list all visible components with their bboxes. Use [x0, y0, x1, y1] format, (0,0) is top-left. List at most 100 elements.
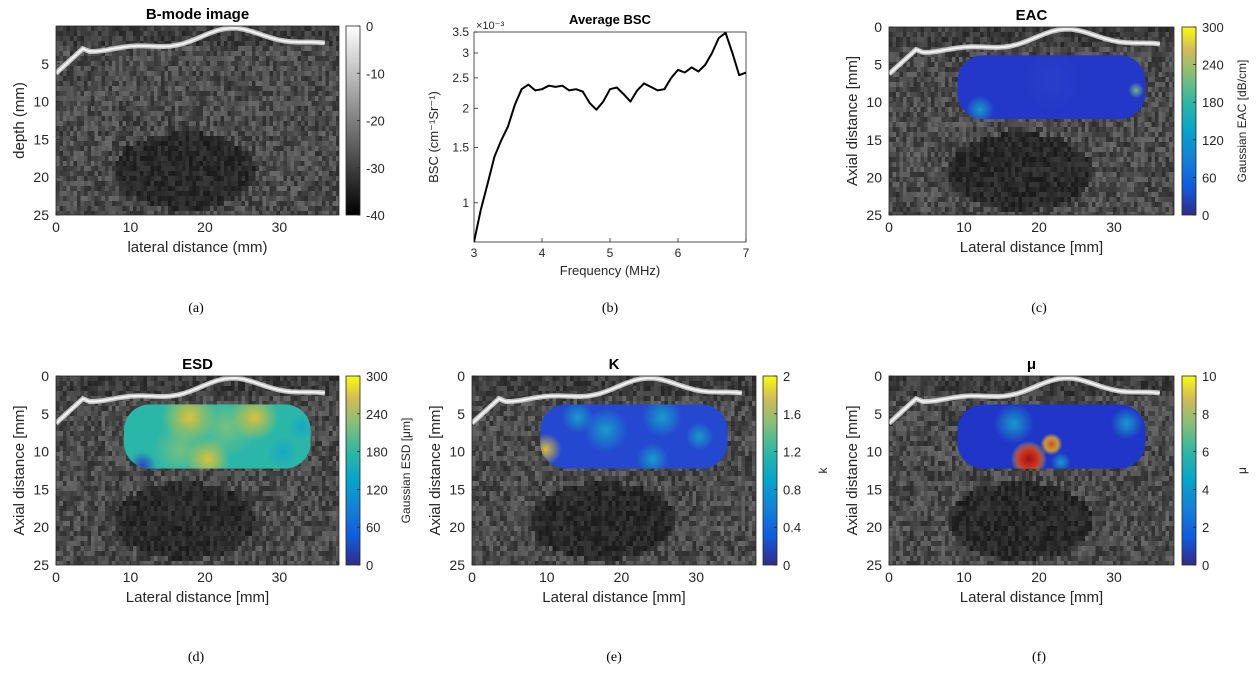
y-tick-label: 5: [874, 57, 882, 73]
colorbar-tick-label: 1.2: [783, 445, 801, 460]
y-tick-label: 25: [866, 557, 882, 573]
bsc-x-tick-label: 3: [471, 246, 478, 260]
panel-title: μ: [1027, 356, 1036, 373]
y-tick-label: 20: [866, 169, 882, 185]
x-tick-label: 20: [197, 569, 213, 585]
colorbar-tick-label: 10: [1202, 369, 1216, 384]
x-tick-label: 0: [885, 219, 893, 235]
colorbar-tick-label: 2: [1202, 520, 1209, 535]
colorbar-tick-label: 180: [1202, 95, 1224, 110]
colorbar-gradient: [346, 376, 360, 565]
panel-caption: (e): [606, 650, 622, 665]
ultrasound-image: [56, 26, 340, 216]
x-tick-label: 20: [197, 219, 213, 235]
bsc-y-tick-label: 3: [462, 46, 469, 60]
y-tick-label: 0: [874, 19, 882, 35]
y-tick-label: 5: [457, 406, 465, 422]
x-axis-label: Lateral distance [mm]: [126, 589, 269, 606]
y-tick-label: 0: [874, 368, 882, 384]
colorbar: 21.61.20.80.40k: [763, 369, 830, 573]
ultrasound-image: [889, 376, 1176, 566]
y-tick-label: 10: [866, 444, 882, 460]
bsc-y-multiplier: ×10⁻³: [476, 20, 504, 32]
y-tick-label: 5: [874, 406, 882, 422]
y-axis-label: Axial distance [mm]: [844, 56, 861, 186]
colorbar-tick-label: 4: [1202, 482, 1209, 497]
x-tick-label: 10: [956, 569, 972, 585]
y-tick-label: 5: [41, 406, 49, 422]
y-tick-label: 0: [457, 368, 465, 384]
x-tick-label: 30: [272, 219, 288, 235]
bsc-caption: (b): [602, 301, 619, 316]
y-tick-label: 0: [41, 368, 49, 384]
x-tick-label: 30: [1106, 569, 1122, 585]
panel-title: B-mode image: [146, 6, 249, 23]
panel-title: EAC: [1016, 7, 1048, 24]
x-axis-label: Lateral distance [mm]: [960, 239, 1103, 256]
x-axis-label: lateral distance (mm): [127, 239, 267, 256]
panel-caption: (a): [188, 301, 204, 316]
colorbar-tick-label: 60: [1202, 170, 1216, 185]
x-tick-label: 30: [272, 569, 288, 585]
x-tick-label: 10: [123, 219, 139, 235]
y-tick-label: 10: [33, 94, 49, 110]
y-tick-label: 5: [41, 56, 49, 72]
colorbar-tick-label: 180: [366, 445, 388, 460]
colorbar-tick-label: 0: [1202, 208, 1209, 223]
bsc-x-tick-label: 7: [743, 246, 750, 260]
colorbar-label: μ: [1235, 467, 1249, 474]
bsc-x-axis-label: Frequency (MHz): [560, 263, 660, 278]
x-tick-label: 0: [468, 569, 476, 585]
colorbar-tick-label: 8: [1202, 407, 1209, 422]
ultrasound-image: [472, 376, 759, 566]
colorbar-tick-label: 120: [366, 482, 388, 497]
ultrasound-image: [56, 376, 340, 566]
y-axis-label: Axial distance [mm]: [11, 405, 28, 535]
x-tick-label: 10: [956, 219, 972, 235]
parametric-overlay: [957, 51, 1145, 124]
bsc-title: Average BSC: [569, 12, 651, 27]
y-tick-label: 20: [33, 169, 49, 185]
panel-caption: (f): [1032, 650, 1046, 665]
y-tick-label: 20: [33, 519, 49, 535]
y-axis-label: Axial distance [mm]: [844, 405, 861, 535]
x-tick-label: 0: [885, 569, 893, 585]
colorbar-label: Gaussian ESD [μm]: [399, 418, 413, 524]
colorbar-tick-label: -20: [366, 114, 385, 129]
colorbar-tick-label: 120: [1202, 133, 1224, 148]
speckle: [56, 26, 340, 216]
colorbar-tick-label: 6: [1202, 445, 1209, 460]
x-tick-label: 0: [52, 569, 60, 585]
colorbar-tick-label: -30: [366, 161, 385, 176]
colorbar-tick-label: -10: [366, 66, 385, 81]
y-tick-label: 25: [33, 557, 49, 573]
colorbar-tick-label: 300: [1202, 20, 1224, 35]
colorbar-tick-label: 0: [783, 558, 790, 573]
colorbar-tick-label: 1.6: [783, 407, 801, 422]
y-tick-label: 25: [33, 207, 49, 223]
colorbar-tick-label: 300: [366, 369, 388, 384]
colorbar-label: k: [816, 467, 830, 474]
x-tick-label: 0: [52, 219, 60, 235]
y-tick-label: 15: [33, 481, 49, 497]
colorbar-tick-label: 60: [366, 520, 380, 535]
colorbar-tick-label: 2: [783, 369, 790, 384]
y-tick-label: 15: [866, 481, 882, 497]
y-tick-label: 10: [866, 94, 882, 110]
x-axis-label: Lateral distance [mm]: [960, 589, 1103, 606]
colorbar-gradient: [1182, 27, 1196, 215]
y-tick-label: 25: [866, 207, 882, 223]
x-axis-label: Lateral distance [mm]: [542, 589, 685, 606]
colorbar-tick-label: -40: [366, 208, 385, 223]
colorbar-tick-label: 0: [366, 558, 373, 573]
y-tick-label: 20: [866, 519, 882, 535]
colorbar-label: Gaussian EAC [dB/cm]: [1235, 60, 1249, 183]
